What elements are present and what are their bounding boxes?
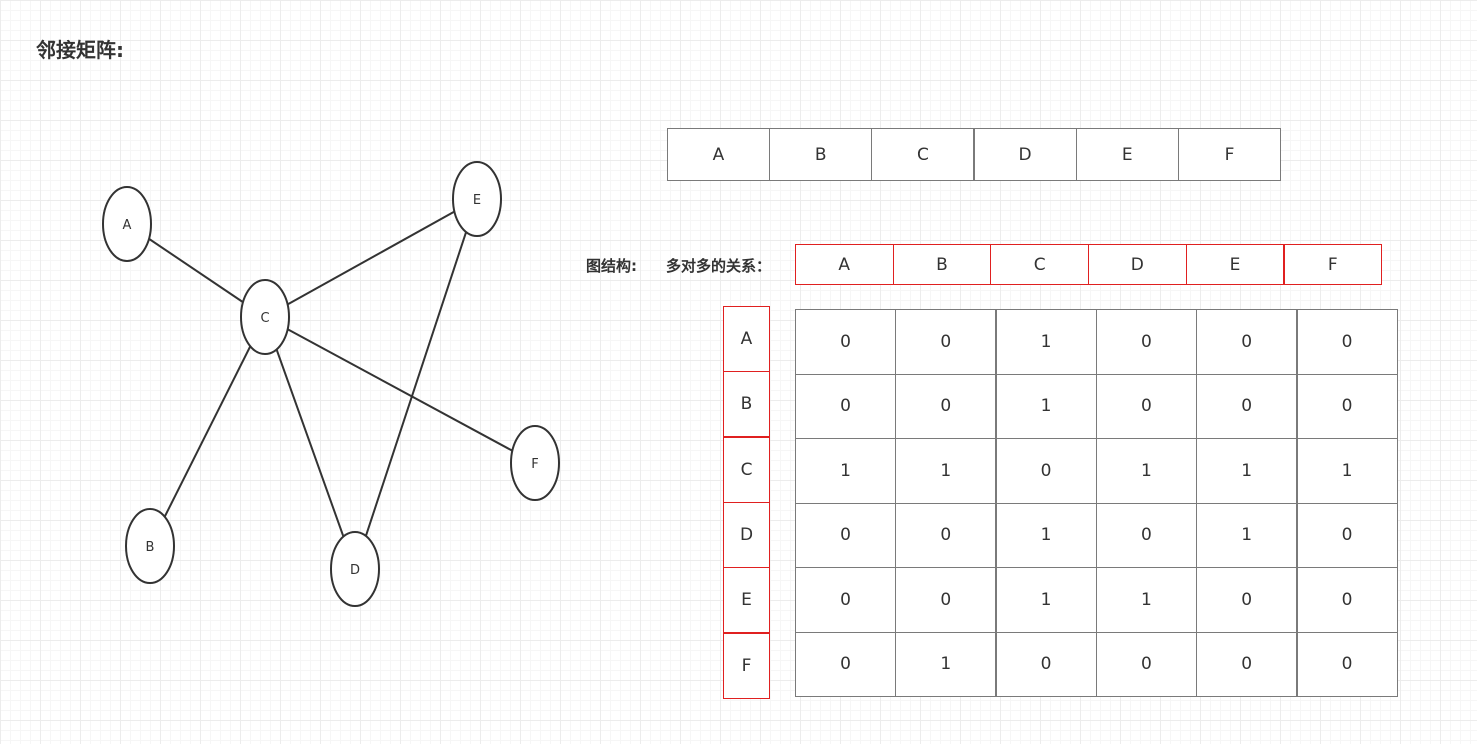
matrix-cell: 1 xyxy=(1196,438,1298,504)
column-header-cell: F xyxy=(1283,244,1382,285)
column-header-cell: E xyxy=(1185,244,1285,285)
row-header-cell: F xyxy=(723,632,770,699)
matrix-cell: 0 xyxy=(1095,631,1197,697)
row-header-cell: E xyxy=(723,567,770,634)
vertex-node xyxy=(240,279,290,355)
matrix-cell: 0 xyxy=(1296,373,1398,439)
vertex-node xyxy=(510,425,560,501)
matrix-cell: 0 xyxy=(995,438,1097,504)
matrix-cell: 1 xyxy=(995,373,1097,439)
vertex-array-cell: C xyxy=(871,128,975,181)
row-header-cell: D xyxy=(723,501,770,568)
graph-diagram: A B C D E F xyxy=(102,161,560,607)
vertex-label: D xyxy=(350,563,360,578)
vertex-b: B xyxy=(125,508,175,584)
vertex-label: E xyxy=(473,193,481,208)
matrix-cell: 1 xyxy=(995,309,1097,375)
vertex-array-cell: E xyxy=(1075,128,1179,181)
column-header-cell: C xyxy=(990,244,1089,285)
matrix-cell: 0 xyxy=(1296,502,1398,568)
vertex-c: C xyxy=(240,279,290,355)
relation-label: 多对多的关系： xyxy=(666,257,772,275)
edge-b-c xyxy=(149,316,266,547)
matrix-cell: 0 xyxy=(895,567,997,633)
matrix-cell: 1 xyxy=(1196,502,1298,568)
page-title: 邻接矩阵: xyxy=(36,38,124,62)
vertex-d: D xyxy=(330,531,380,607)
edge-a-c xyxy=(126,223,266,318)
matrix-cell: 0 xyxy=(1196,309,1298,375)
vertex-label: B xyxy=(146,540,155,555)
matrix-cell: 0 xyxy=(1296,567,1398,633)
edge-d-e xyxy=(354,198,478,570)
structure-label: 图结构: xyxy=(586,257,637,275)
vertex-node xyxy=(330,531,380,607)
vertex-array-cell: D xyxy=(973,128,1077,181)
matrix-cell: 0 xyxy=(1296,309,1398,375)
matrix-cell: 0 xyxy=(995,631,1097,697)
matrix-cell: 0 xyxy=(795,373,896,439)
matrix-cell: 1 xyxy=(1095,438,1197,504)
edge-c-d xyxy=(264,316,356,570)
vertex-label: C xyxy=(260,311,269,326)
column-header-cell: B xyxy=(892,244,992,285)
column-header-cell: A xyxy=(795,244,894,285)
vertex-label: F xyxy=(531,457,538,472)
vertex-node xyxy=(102,186,152,262)
vertex-node xyxy=(125,508,175,584)
vertex-node xyxy=(452,161,502,237)
matrix-cell: 0 xyxy=(795,309,896,375)
vertex-array-cell: F xyxy=(1178,128,1281,181)
edge-c-e xyxy=(264,198,478,318)
matrix-cell: 0 xyxy=(1196,567,1298,633)
matrix-cell: 0 xyxy=(895,502,997,568)
matrix-cell: 0 xyxy=(1196,373,1298,439)
column-header-cell: D xyxy=(1088,244,1187,285)
row-header-cell: C xyxy=(723,436,770,503)
matrix-cell: 1 xyxy=(895,438,997,504)
matrix-cell: 1 xyxy=(895,631,997,697)
matrix-cell: 1 xyxy=(795,438,896,504)
vertex-array-cell: B xyxy=(769,128,873,181)
vertex-array-cell: A xyxy=(667,128,770,181)
matrix-cell: 0 xyxy=(895,373,997,439)
edge-c-f xyxy=(264,316,536,464)
matrix-cell: 0 xyxy=(895,309,997,375)
matrix-cell: 1 xyxy=(995,567,1097,633)
vertex-e: E xyxy=(452,161,502,237)
matrix-cell: 0 xyxy=(1296,631,1398,697)
vertex-f: F xyxy=(510,425,560,501)
matrix-cell: 1 xyxy=(1296,438,1398,504)
row-header-cell: A xyxy=(723,306,770,372)
matrix-cell: 1 xyxy=(1095,567,1197,633)
matrix-cell: 0 xyxy=(795,631,896,697)
matrix-cell: 1 xyxy=(995,502,1097,568)
matrix-cell: 0 xyxy=(1095,309,1197,375)
vertex-label: A xyxy=(123,218,132,233)
row-header-cell: B xyxy=(723,371,770,438)
matrix-cell: 0 xyxy=(1196,631,1298,697)
matrix-cell: 0 xyxy=(1095,373,1197,439)
vertex-a: A xyxy=(102,186,152,262)
matrix-cell: 0 xyxy=(1095,502,1197,568)
matrix-cell: 0 xyxy=(795,567,896,633)
matrix-cell: 0 xyxy=(795,502,896,568)
